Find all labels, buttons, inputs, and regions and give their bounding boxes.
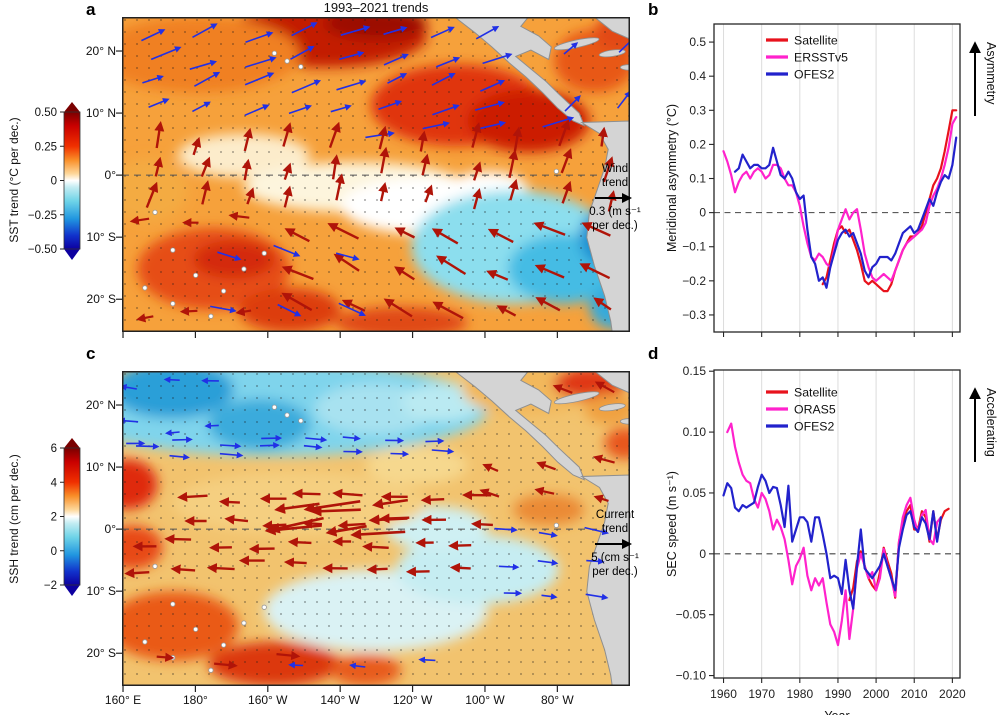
lat-tick-label-c-1: 10° N [85, 460, 116, 475]
current-scale-value-2: per dec.) [592, 566, 638, 578]
map-ssh-trend [116, 371, 630, 692]
series-line-oras5 [726, 422, 942, 647]
series-line-satellite [821, 109, 958, 293]
colorbar-ssh-label: SSH trend (cm per dec.) [7, 454, 21, 584]
legend-item-label-ersstv5: ERSSTv5 [794, 51, 848, 65]
y-tick-label: −0.3 [682, 308, 706, 322]
y-tick-label: −0.1 [682, 240, 706, 254]
y-tick-label: 0.4 [689, 69, 706, 83]
colorbar-tick-label: 0 [51, 546, 57, 558]
series-line-ersstv5 [722, 115, 958, 282]
chart-meridional-asymmetry: 0.5 0.4 0.3 0.2 0.1 0 −0.1 −0.2 −0.3 Meridional a… [665, 23, 998, 337]
y-axis-label: SEC speed (m s⁻¹) [665, 471, 679, 577]
current-trend-label-1: Current [595, 509, 635, 521]
colorbar-tick-label: −0.25 [28, 210, 57, 222]
wind-trend-annotation: Wind trend 0.3 (m s⁻¹ per dec.) [584, 162, 646, 233]
x-tick-label: 2010 [901, 687, 928, 701]
y-tick-label: −0.05 [676, 608, 707, 622]
y-tick-label: 0.2 [689, 137, 706, 151]
y-tick-label: 0 [699, 547, 706, 561]
lat-tick-label-a-4: 20° S [86, 292, 116, 307]
y-tick-label: 0.15 [683, 364, 707, 378]
series-line-ofes2 [733, 136, 958, 289]
lon-tick-label-4: 120° W [392, 693, 433, 707]
lat-tick-label-a-1: 10° N [85, 106, 116, 121]
current-scale-arrow-icon [595, 539, 632, 549]
wind-scale-value-1: 0.3 (m s⁻¹ [589, 206, 641, 218]
current-scale-value-1: 5 (cm s⁻¹ [591, 552, 639, 564]
lat-tick-label-a-0: 20° N [85, 44, 116, 59]
x-axis-label: Year [824, 709, 849, 715]
current-trend-annotation: Current trend 5 (cm s⁻¹ per dec.) [584, 508, 646, 579]
lon-tick-label-6: 80° W [540, 693, 574, 707]
map-sst-trend [116, 17, 630, 338]
colorbar-sst: 0.50 0.25 0 −0.25 −0.50 [28, 102, 81, 260]
colorbar-tick-label: 6 [51, 443, 57, 455]
x-tick-label: 1990 [825, 687, 852, 701]
legend-item-label-oras5: ORAS5 [794, 403, 836, 417]
lat-tick-label-c-2: 0° [104, 522, 116, 537]
wind-scale-arrow-icon [595, 193, 632, 203]
direction-annotation-label: Asymmetry [984, 42, 998, 105]
colorbar-tick-label: 0.25 [35, 141, 57, 153]
lon-tick-label-1: 180° [182, 693, 208, 707]
panel-d-letter: d [648, 344, 659, 363]
x-tick-label: 1970 [748, 687, 775, 701]
y-axis-label: Meridional asymmetry (°C) [665, 104, 679, 252]
series-line-ofes2 [722, 473, 942, 610]
y-tick-label: 0.10 [683, 425, 707, 439]
wind-trend-label-2: trend [601, 177, 629, 189]
lon-tick-label-5: 100° W [465, 693, 505, 707]
colorbar-tick-label: −0.50 [28, 244, 57, 256]
colorbar-tick-label: 0.50 [35, 107, 57, 119]
current-trend-label-2: trend [601, 523, 629, 535]
colorbar-tick-label: 0 [51, 176, 57, 188]
colorbar-sst-label: SST trend (°C per dec.) [7, 117, 21, 243]
panel-a-title: 1993–2021 trends [323, 0, 429, 15]
lat-tick-label-c-3: 10° S [86, 584, 116, 599]
legend-item-label-ofes2: OFES2 [794, 68, 834, 82]
panel-b-letter: b [648, 0, 659, 19]
lat-tick-label-c-4: 20° S [86, 646, 116, 661]
lon-tick-label-3: 140° W [320, 693, 360, 707]
y-tick-label: 0.3 [689, 103, 706, 117]
y-tick-label: 0.1 [689, 172, 706, 186]
lon-tick-label-0: 160° E [104, 693, 142, 707]
lat-tick-label-c-0: 20° N [85, 398, 116, 413]
wind-trend-label-1: Wind [601, 163, 629, 175]
panel-a-letter: a [86, 0, 96, 19]
x-tick-label: 2020 [939, 687, 966, 701]
wind-scale-value-2: per dec.) [592, 220, 638, 232]
panel-c-letter: c [86, 344, 96, 363]
y-tick-label: −0.2 [682, 274, 706, 288]
legend-item-label-satellite: Satellite [794, 34, 838, 48]
x-tick-label: 1980 [786, 687, 813, 701]
direction-annotation-label: Accelerating [984, 388, 998, 457]
lat-tick-label-a-3: 10° S [86, 230, 116, 245]
x-tick-label: 2000 [863, 687, 890, 701]
colorbar-tick-label: 2 [51, 512, 57, 524]
x-tick-label: 1960 [710, 687, 737, 701]
legend-item-label-satellite: Satellite [794, 386, 838, 400]
colorbar-tick-label: 4 [51, 477, 58, 489]
colorbar-tick-label: −2 [44, 580, 57, 592]
y-tick-label: −0.10 [676, 669, 707, 683]
legend-item-label-ofes2: OFES2 [794, 420, 834, 434]
lon-tick-label-2: 160° W [248, 693, 288, 707]
y-tick-label: 0.5 [689, 35, 706, 49]
lat-tick-label-a-2: 0° [104, 168, 116, 183]
y-tick-label: 0.05 [683, 486, 707, 500]
y-tick-label: 0 [699, 206, 706, 220]
colorbar-ssh: 6 4 2 0 −2 [44, 438, 81, 596]
